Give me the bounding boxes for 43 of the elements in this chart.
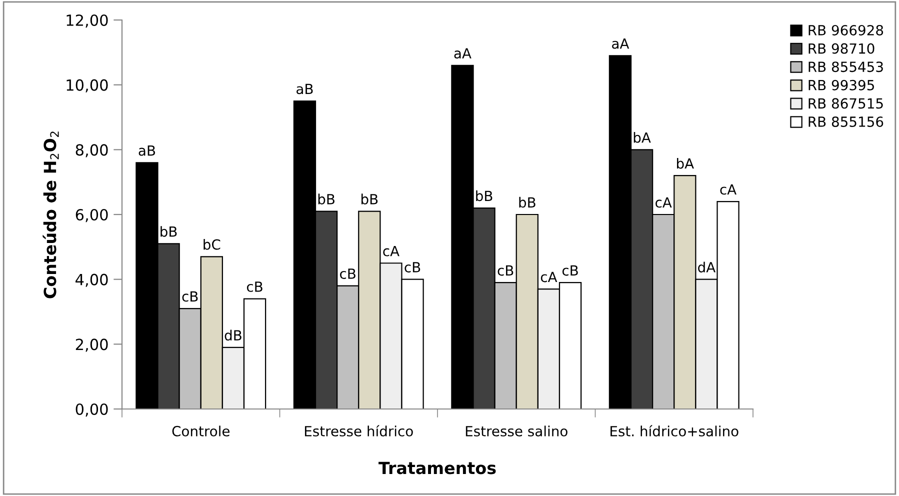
data-label: cB — [340, 268, 356, 279]
x-axis-title: Tratamentos — [378, 462, 496, 474]
data-label: dB — [224, 330, 242, 341]
data-label: bC — [204, 239, 220, 250]
legend-label: RB 855156 — [808, 116, 884, 127]
data-label: cB — [404, 262, 420, 272]
x-tick-label: Est. hídrico+salino — [610, 425, 738, 436]
y-tick-label: 8,00 — [76, 144, 108, 158]
x-tick-label: Estresse salino — [466, 426, 568, 436]
data-label: bB — [519, 196, 536, 208]
y-axis-title: Conteúdo de H$_{2}$O$_{2}$ — [42, 132, 59, 298]
data-label: cA — [720, 184, 736, 195]
legend-label: RB 855453 — [808, 62, 883, 72]
data-label: cA — [540, 272, 558, 282]
data-label: cA — [383, 246, 400, 256]
data-label: bB — [361, 194, 378, 204]
data-label: bA — [677, 158, 694, 169]
data-label: cB — [246, 282, 262, 292]
y-tick-label: 10,00 — [66, 79, 108, 92]
legend-label: RB 867515 — [808, 98, 883, 109]
data-label: cB — [182, 291, 198, 302]
data-label: bB — [160, 226, 177, 237]
y-tick-label: 0,00 — [76, 403, 108, 417]
data-label: aB — [138, 145, 156, 156]
data-label: bB — [318, 194, 334, 204]
data-label: cA — [656, 197, 672, 208]
legend-label: RB 99395 — [808, 80, 874, 90]
data-label: cB — [498, 265, 514, 276]
legend-label: RB 98710 — [808, 43, 874, 54]
x-tick-label: Estresse hídrico — [304, 425, 413, 436]
y-tick-label: 6,00 — [76, 208, 108, 222]
y-tick-label: 2,00 — [76, 338, 108, 352]
y-tick-label: 4,00 — [76, 274, 108, 287]
data-label: aB — [296, 84, 313, 94]
x-tick-label: Controle — [172, 426, 230, 436]
y-tick-label: 12,00 — [66, 14, 108, 28]
data-label: bA — [634, 132, 651, 143]
data-label: dA — [698, 262, 716, 272]
data-label: cB — [562, 265, 578, 276]
data-label: aA — [454, 48, 472, 59]
data-label: aA — [612, 38, 630, 49]
data-label: bB — [476, 190, 492, 202]
legend-label: RB 966928 — [808, 24, 884, 36]
